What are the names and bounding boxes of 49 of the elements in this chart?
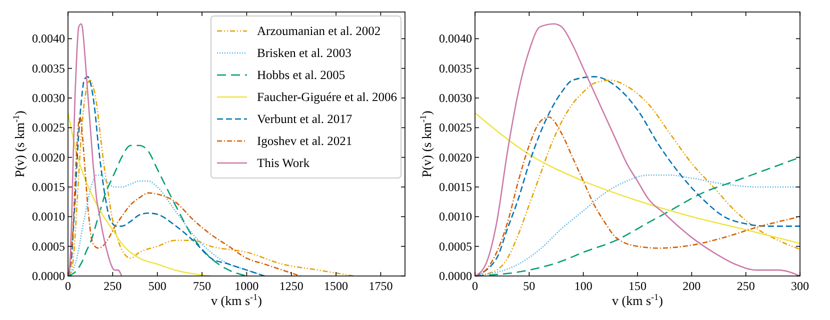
y-tick-label: 0.0010: [32, 210, 65, 224]
y-tick-label: 0.0015: [439, 180, 472, 194]
y-tick-label: 0.0015: [32, 180, 65, 194]
legend-label: Faucher-Giguére et al. 2006: [257, 90, 397, 104]
y-tick-label: 0.0025: [32, 120, 65, 135]
line-series: [68, 80, 355, 276]
y-tick-label: 0.0000: [439, 269, 472, 283]
y-tick-label: 0.0040: [439, 32, 472, 46]
x-tick-label: 1500: [324, 279, 348, 293]
line-series: [475, 116, 800, 276]
legend-label: Arzoumanian et al. 2002: [257, 24, 381, 38]
y-tick-label: 0.0025: [439, 120, 472, 135]
x-tick-label: 300: [791, 279, 809, 293]
line-series: [68, 112, 212, 276]
y-tick-label: 0.0030: [439, 91, 472, 106]
legend-label: This Work: [257, 156, 310, 170]
x-tick-label: 250: [736, 279, 755, 293]
y-tick-label: 0.0040: [32, 32, 65, 46]
x-axis-title: v (km s$^{-1}$): [211, 292, 262, 308]
x-tick-label: 500: [148, 279, 166, 293]
legend-label: Brisken et al. 2003: [257, 46, 352, 60]
line-series: [475, 112, 800, 244]
y-tick-label: 0.0005: [439, 239, 472, 254]
y-tick-label: 0.0030: [32, 91, 65, 106]
y-tick-label: 0.0005: [32, 239, 65, 254]
x-tick-label: 50: [523, 279, 536, 293]
x-tick-label: 100: [574, 279, 592, 293]
x-tick-label: 0: [65, 279, 71, 293]
x-axis-title: v (km s$^{-1}$): [612, 292, 663, 308]
x-tick-label: 1250: [279, 279, 304, 293]
x-tick-label: 1750: [368, 279, 393, 293]
y-tick-label: 0.0020: [439, 150, 472, 164]
y-tick-label: 0.0010: [439, 210, 472, 224]
x-tick-label: 250: [104, 279, 122, 293]
legend-label: Igoshev et al. 2021: [257, 134, 352, 148]
line-series: [475, 23, 800, 276]
x-tick-label: 200: [682, 279, 701, 293]
legend-label: Verbunt et al. 2017: [257, 112, 352, 126]
line-series: [68, 23, 122, 276]
legend-label: Hobbs et al. 2005: [257, 68, 346, 82]
x-tick-label: 150: [628, 279, 646, 293]
y-tick-label: 0.0000: [32, 269, 65, 283]
y-tick-label: 0.0020: [32, 150, 65, 164]
x-tick-label: 0: [472, 279, 478, 293]
y-tick-label: 0.0035: [32, 61, 65, 76]
line-series: [68, 144, 248, 276]
x-tick-label: 1000: [234, 279, 259, 293]
y-tick-label: 0.0035: [439, 61, 472, 76]
x-tick-label: 750: [193, 279, 212, 293]
